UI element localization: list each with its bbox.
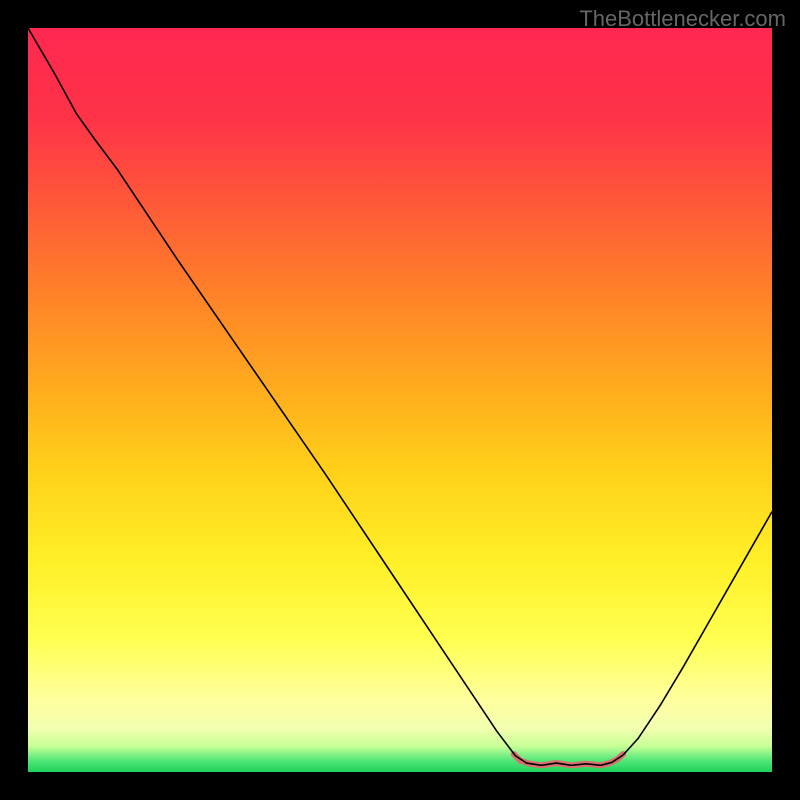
chart-background — [28, 28, 772, 772]
bottleneck-chart — [28, 28, 772, 772]
watermark-text: TheBottlenecker.com — [579, 6, 786, 32]
chart-svg — [28, 28, 772, 772]
